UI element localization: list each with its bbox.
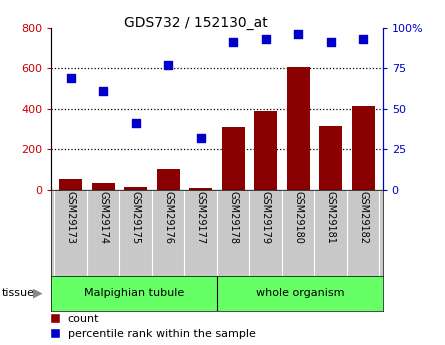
- Point: [165, 62, 172, 68]
- Bar: [254, 111, 277, 190]
- Bar: [287, 67, 310, 190]
- Text: GSM29182: GSM29182: [358, 191, 368, 245]
- Point: [197, 135, 204, 141]
- Text: GSM29178: GSM29178: [228, 191, 238, 245]
- Point: [132, 120, 139, 126]
- Point: [262, 36, 269, 42]
- Bar: [124, 187, 147, 190]
- Point: [230, 39, 237, 45]
- Text: tissue: tissue: [2, 288, 35, 298]
- Point: [67, 75, 74, 81]
- Text: ▶: ▶: [32, 287, 42, 300]
- Legend: count, percentile rank within the sample: count, percentile rank within the sample: [50, 314, 256, 339]
- Text: Malpighian tubule: Malpighian tubule: [84, 288, 184, 298]
- Bar: [92, 183, 114, 190]
- Text: GSM29179: GSM29179: [261, 191, 271, 245]
- Point: [295, 31, 302, 37]
- Text: GSM29176: GSM29176: [163, 191, 173, 245]
- Bar: [157, 169, 180, 190]
- Bar: [59, 179, 82, 190]
- Point: [327, 39, 334, 45]
- Text: GSM29174: GSM29174: [98, 191, 108, 245]
- Text: GSM29177: GSM29177: [196, 191, 206, 245]
- Text: whole organism: whole organism: [255, 288, 344, 298]
- Text: GSM29173: GSM29173: [66, 191, 76, 245]
- Text: GSM29175: GSM29175: [131, 191, 141, 245]
- Text: GDS732 / 152130_at: GDS732 / 152130_at: [124, 16, 268, 30]
- Bar: [320, 126, 342, 190]
- Text: GSM29180: GSM29180: [293, 191, 303, 244]
- Bar: [222, 127, 245, 190]
- Bar: [189, 188, 212, 190]
- Bar: [352, 106, 375, 190]
- Point: [360, 36, 367, 42]
- Text: GSM29181: GSM29181: [326, 191, 336, 244]
- Point: [100, 88, 107, 93]
